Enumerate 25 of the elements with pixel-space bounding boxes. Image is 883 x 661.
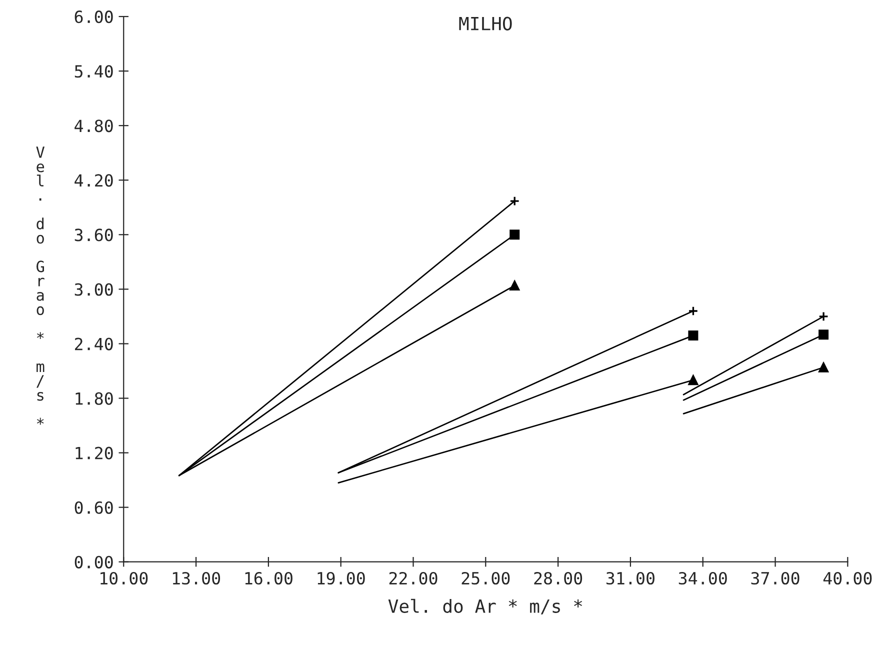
chart-title: MILHO: [459, 16, 512, 30]
y-tick-label: 3.00: [74, 283, 113, 296]
x-tick-label: 40.00: [823, 572, 872, 585]
x-tick-label: 25.00: [462, 572, 510, 585]
y-tick-label: 2.40: [75, 338, 113, 350]
x-tick-label: 22.00: [389, 572, 438, 585]
x-tick-label: 28.00: [534, 572, 582, 585]
y-tick-label: 3.60: [74, 228, 113, 242]
x-tick-label: 16.00: [245, 572, 292, 585]
x-tick-label: 13.00: [172, 572, 220, 585]
y-tick-label: 4.80: [74, 120, 113, 132]
text: Vel. do Grao * m/s *: [36, 146, 45, 425]
x-tick-label: 31.00: [606, 572, 654, 585]
x-tick-label: 34.00: [678, 572, 727, 585]
y-tick-label: 6.00: [74, 10, 113, 24]
x-tick-label: 37.00: [751, 572, 800, 585]
y-tick-label: 0.60: [74, 501, 113, 514]
y-tick-label: 5.40: [74, 65, 113, 78]
y-tick-label: 1.80: [76, 392, 113, 405]
x-tick-label: 19.00: [318, 572, 365, 585]
x-tick-label: 10.00: [100, 572, 148, 585]
x-axis-title: Vel. do Ar * m/s *: [388, 598, 582, 614]
y-tick-label: 0.00: [74, 556, 113, 568]
y-tick-label: 4.20: [74, 174, 113, 187]
y-tick-label: 1.20: [76, 446, 113, 460]
